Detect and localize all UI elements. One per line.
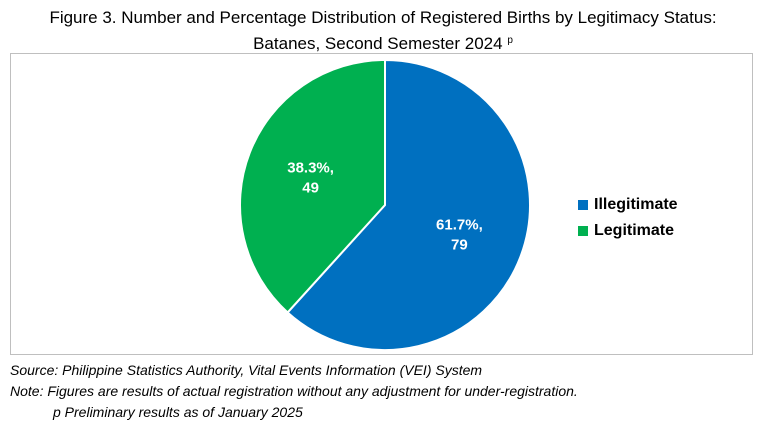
pie-slice-illegitimate — [286, 58, 531, 351]
preliminary-note: p Preliminary results as of January 2025 — [53, 404, 303, 420]
title-line-2: Batanes, Second Semester 2024 p — [0, 29, 766, 55]
data-label-illegitimate-line-2: 79 — [451, 237, 468, 254]
legend-item-legitimate: Legitimate — [578, 218, 678, 244]
preliminary-marker: p — [507, 35, 513, 46]
pie-chart: 61.7%, 79 38.3%, 49 — [239, 58, 531, 351]
legend-swatch-legitimate — [578, 226, 588, 236]
pie-slice-legitimate — [239, 58, 386, 314]
legend-item-illegitimate: Illegitimate — [578, 192, 678, 218]
title-line-1: Figure 3. Number and Percentage Distribu… — [49, 8, 717, 27]
data-label-legitimate-line-1: 38.3%, — [287, 159, 334, 176]
data-label-illegitimate: 61.7%, 79 — [436, 217, 483, 254]
legend-swatch-illegitimate — [578, 200, 588, 210]
note: Note: Figures are results of actual regi… — [10, 383, 578, 399]
legend: Illegitimate Legitimate — [578, 192, 678, 244]
chart-title: Figure 3. Number and Percentage Distribu… — [0, 6, 766, 55]
data-label-legitimate: 38.3%, 49 — [287, 159, 334, 196]
title-line-2-text: Batanes, Second Semester 2024 — [253, 34, 503, 53]
legend-label-legitimate: Legitimate — [594, 222, 675, 239]
footnotes: Source: Philippine Statistics Authority,… — [10, 360, 578, 423]
source-note: Source: Philippine Statistics Authority,… — [10, 362, 483, 378]
data-label-illegitimate-line-1: 61.7%, — [436, 217, 483, 234]
data-label-legitimate-line-2: 49 — [302, 179, 319, 196]
legend-label-illegitimate: Illegitimate — [594, 196, 678, 213]
chart-frame — [10, 53, 753, 355]
